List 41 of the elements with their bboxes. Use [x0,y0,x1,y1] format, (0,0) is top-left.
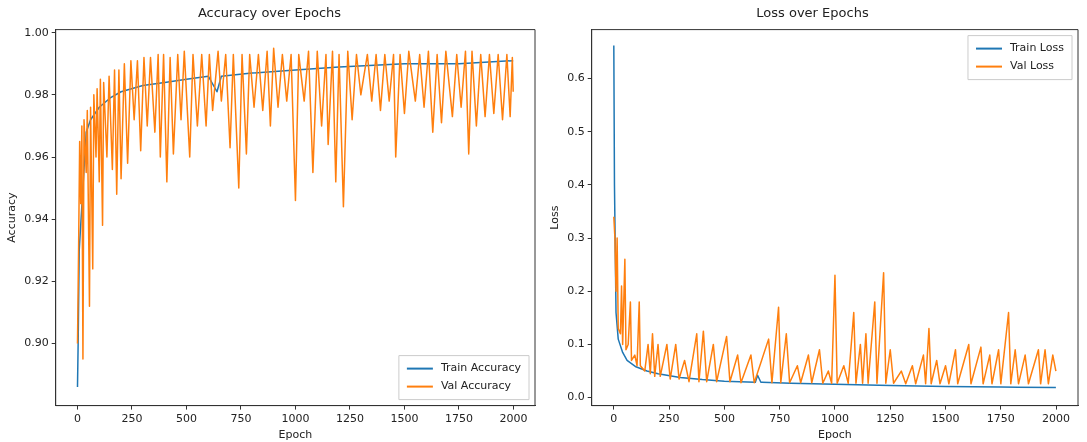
x-axis-title: Epoch [278,428,313,442]
x-tick-label: 750 [230,412,252,426]
x-axis-title: Epoch [818,428,852,442]
y-tick-label: 0.2 [567,284,585,298]
x-tick-label: 1750 [444,412,473,426]
y-tick-label: 0.5 [567,124,585,138]
x-tick-label: 0 [73,412,81,426]
x-tick-label: 1250 [335,412,364,426]
y-tick-label: 0.6 [567,71,585,85]
x-tick-label: 250 [121,412,143,426]
y-tick-label: 0.94 [24,212,49,226]
x-tick-label: 2000 [499,412,528,426]
y-axis-title: Loss [548,205,562,230]
x-tick-label: 500 [713,412,735,426]
chart-title: Loss over Epochs [756,5,869,21]
x-tick-label: 750 [769,412,791,426]
x-tick-label: 1500 [390,412,419,426]
y-tick-label: 0.90 [24,336,49,350]
x-tick-label: 500 [175,412,197,426]
legend-label: Val Loss [1009,59,1055,73]
y-axis-title: Accuracy [5,192,19,243]
x-tick-label: 250 [658,412,680,426]
x-tick-label: 1000 [281,412,310,426]
y-tick-label: 0.3 [567,230,585,244]
chart-title: Accuracy over Epochs [197,5,342,21]
legend-label: Val Accuracy [440,379,512,393]
y-tick-label: 0.96 [24,149,49,163]
y-tick-label: 1.00 [24,25,49,39]
x-tick-label: 1500 [931,412,960,426]
x-tick-label: 1000 [820,412,849,426]
y-tick-label: 0.98 [24,87,49,101]
x-tick-label: 0 [610,412,618,426]
x-tick-label: 1750 [986,412,1015,426]
y-tick-label: 0.4 [567,177,585,191]
y-tick-label: 0.0 [567,390,585,404]
y-tick-label: 0.1 [567,337,585,351]
y-tick-label: 0.92 [24,274,49,288]
legend-label: Train Loss [1008,41,1065,55]
x-tick-label: 2000 [1042,412,1071,426]
legend-label: Train Accuracy [439,361,522,375]
x-tick-label: 1250 [876,412,905,426]
